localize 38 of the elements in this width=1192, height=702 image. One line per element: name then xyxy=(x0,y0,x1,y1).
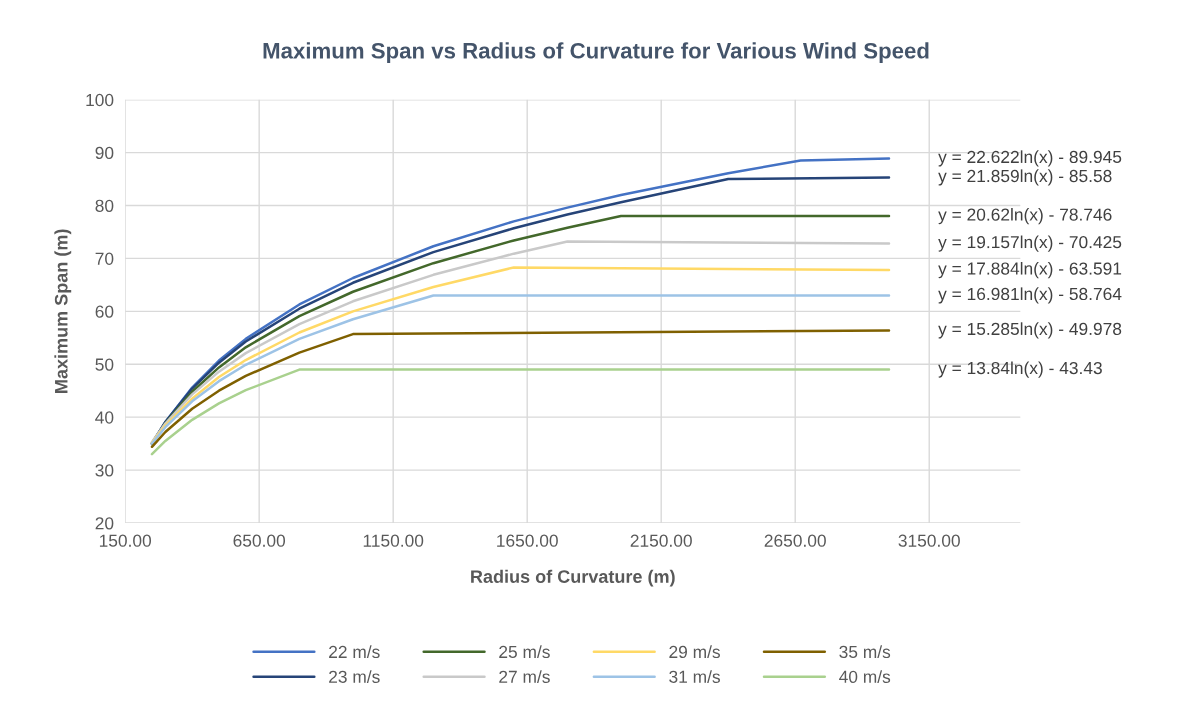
annotation: y = 15.285ln(x) - 49.978 xyxy=(938,322,1122,339)
annotation: y = 22.622ln(x) - 89.945 xyxy=(938,150,1122,167)
annotation: y = 20.62ln(x) - 78.746 xyxy=(938,208,1112,225)
y-tick-label: 40 xyxy=(95,411,114,424)
x-tick-label: 150.00 xyxy=(99,534,152,547)
legend-label: 25 m/s xyxy=(499,645,550,659)
y-tick-label: 70 xyxy=(95,252,114,265)
y-tick-label: 30 xyxy=(95,464,114,477)
legend-label: 22 m/s xyxy=(329,645,380,659)
y-axis-title: Maximum Span (m) xyxy=(54,229,72,393)
line-series xyxy=(150,294,891,445)
y-tick-label: 100 xyxy=(86,93,114,107)
y-tick-label: 20 xyxy=(95,517,114,530)
x-tick-label: 1650.00 xyxy=(497,534,558,547)
legend-label: 31 m/s xyxy=(669,670,720,683)
x-axis-title: Radius of Curvature (m) xyxy=(471,569,675,587)
y-tick-label: 80 xyxy=(95,199,114,212)
annotation: y = 16.981ln(x) - 58.764 xyxy=(938,287,1122,304)
legend-label: 23 m/s xyxy=(329,670,380,683)
legend-label: 35 m/s xyxy=(839,645,891,659)
x-tick-label: 3150.00 xyxy=(898,534,960,547)
y-tick-label: 50 xyxy=(95,358,114,371)
line-series xyxy=(150,368,891,456)
y-tick-label: 90 xyxy=(95,146,114,160)
chart-title: Maximum Span vs Radius of Curvature for Various Wind Speed xyxy=(263,42,929,64)
line-series xyxy=(150,329,891,449)
annotation: y = 21.859ln(x) - 85.58 xyxy=(938,169,1112,186)
legend-label: 27 m/s xyxy=(499,670,550,683)
y-tick-label: 60 xyxy=(95,305,114,318)
x-tick-label: 1150.00 xyxy=(363,534,424,547)
annotation: y = 17.884ln(x) - 63.591 xyxy=(938,261,1122,279)
x-tick-label: 650.00 xyxy=(233,534,286,547)
annotation: y = 13.84ln(x) - 43.43 xyxy=(938,361,1102,378)
x-tick-label: 2650.00 xyxy=(764,534,826,547)
legend-label: 29 m/s xyxy=(669,645,720,659)
x-tick-label: 2150.00 xyxy=(630,534,692,547)
annotation: y = 19.157ln(x) - 70.425 xyxy=(938,235,1122,252)
legend-label: 40 m/s xyxy=(839,670,891,683)
